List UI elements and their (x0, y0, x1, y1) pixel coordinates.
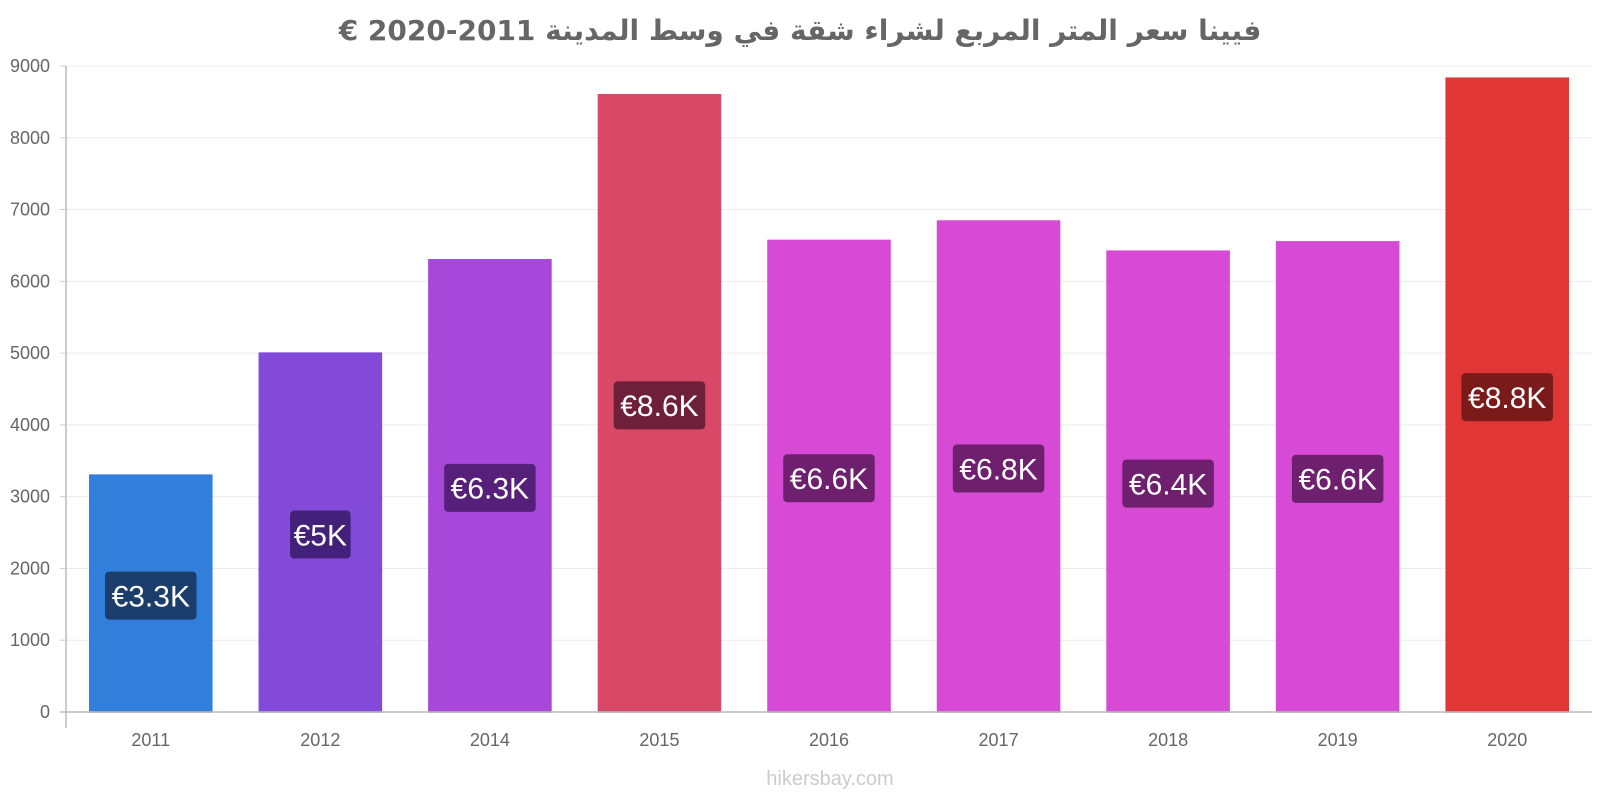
x-tick-label: 2012 (300, 730, 340, 750)
y-tick-label: 3000 (10, 487, 50, 507)
y-tick-label: 2000 (10, 558, 50, 578)
y-tick-label: 4000 (10, 415, 50, 435)
data-label: €3.3K (112, 580, 190, 613)
y-tick-label: 7000 (10, 200, 50, 220)
chart-title: فيينا سعر المتر المربع لشراء شقة في وسط … (338, 14, 1262, 47)
data-label: €6.6K (790, 463, 868, 496)
watermark: hikersbay.com (766, 768, 894, 790)
data-label-box (783, 454, 875, 503)
x-tick-label: 2020 (1487, 730, 1527, 750)
data-label: €8.6K (620, 390, 698, 423)
y-tick-label: 0 (40, 702, 50, 722)
data-label: €6.6K (1298, 464, 1376, 497)
y-tick-label: 8000 (10, 128, 50, 148)
x-tick-label: 2011 (131, 730, 170, 750)
data-label-box (1461, 373, 1553, 422)
data-label-box (105, 571, 197, 620)
data-label-box (613, 381, 706, 430)
data-label: €6.8K (959, 453, 1037, 486)
y-tick-label: 5000 (10, 343, 50, 363)
y-tick-label: 1000 (10, 630, 50, 650)
data-label-box (444, 463, 536, 512)
x-tick-label: 2019 (1318, 730, 1358, 750)
data-label-box (1291, 454, 1384, 503)
data-label: €6.3K (451, 473, 529, 506)
x-tick-label: 2016 (809, 730, 849, 750)
data-label: €5K (294, 519, 347, 552)
x-tick-label: 2018 (1148, 730, 1188, 750)
y-tick-label: 9000 (10, 56, 50, 76)
data-label: €6.4K (1129, 468, 1207, 501)
data-label: €8.8K (1468, 382, 1546, 415)
data-label-box (290, 510, 351, 559)
x-tick-label: 2015 (639, 730, 679, 750)
x-tick-label: 2014 (470, 730, 510, 750)
data-label-box (952, 444, 1045, 493)
x-tick-label: 2017 (979, 730, 1019, 750)
y-tick-label: 6000 (10, 271, 50, 291)
data-label-box (1122, 459, 1214, 508)
